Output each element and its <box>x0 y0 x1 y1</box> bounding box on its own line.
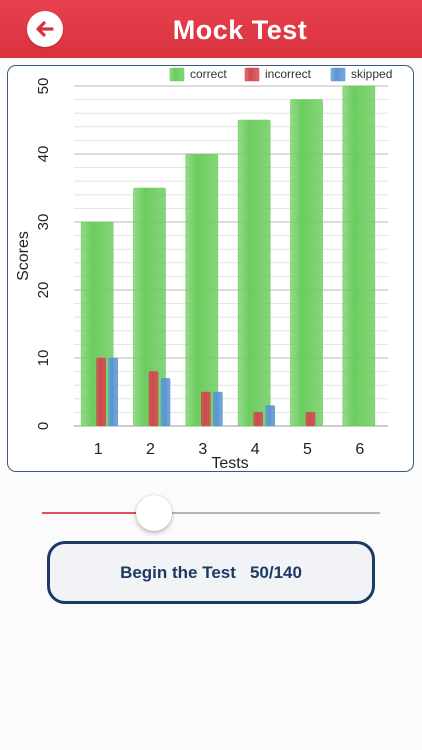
x-tick-label: 2 <box>146 441 155 458</box>
y-tick-label: 10 <box>35 350 52 367</box>
x-tick-label: 1 <box>94 441 103 458</box>
x-tick-label: 6 <box>355 441 364 458</box>
header-bar: Mock Test <box>0 0 422 58</box>
bar-incorrect <box>96 357 106 427</box>
y-tick-label: 50 <box>35 78 52 95</box>
back-arrow-icon <box>36 21 54 37</box>
legend-label-incorrect: incorrect <box>265 67 312 81</box>
bar-correct <box>342 85 376 427</box>
bar-skipped <box>160 378 171 427</box>
slider-track[interactable] <box>42 512 380 514</box>
test-slider[interactable] <box>42 492 380 536</box>
slider-thumb[interactable] <box>135 495 172 531</box>
y-tick-label: 30 <box>35 214 52 231</box>
chart-canvas: 0 10 20 30 40 50 Scores 1 2 3 4 5 6 Tests correct incor… <box>15 67 392 470</box>
bar-incorrect <box>305 412 316 427</box>
test-count: 50/140 <box>249 562 302 582</box>
score-chart: 0 10 20 30 40 50 Scores 1 2 3 4 5 6 Tests correct incor… <box>7 65 414 472</box>
y-axis-label: Scores <box>15 231 32 281</box>
begin-test-label: Begin the Test <box>120 562 236 582</box>
y-tick-label: 0 <box>35 422 52 430</box>
bar-correct <box>290 99 323 427</box>
slider-track-fill <box>42 512 154 514</box>
bar-correct <box>237 119 271 427</box>
back-button[interactable] <box>27 11 63 47</box>
bar-incorrect <box>148 371 159 427</box>
y-tick-label: 40 <box>35 146 52 163</box>
legend-label-correct: correct <box>190 67 227 81</box>
begin-test-button[interactable]: Begin the Test 50/140 <box>47 541 375 604</box>
y-tick-label: 20 <box>35 282 52 299</box>
bar-incorrect <box>253 412 263 427</box>
x-tick-label: 4 <box>251 441 260 458</box>
bar-correct <box>185 153 219 427</box>
x-axis-label: Tests <box>211 455 248 470</box>
bar-skipped <box>213 391 223 427</box>
page-title: Mock Test <box>172 15 308 45</box>
x-tick-label: 3 <box>198 441 207 458</box>
bar-skipped <box>265 405 275 427</box>
legend-swatch-skipped <box>330 67 346 82</box>
legend-swatch-correct <box>169 67 185 82</box>
legend-swatch-incorrect <box>244 67 260 82</box>
bar-skipped <box>108 357 118 427</box>
legend-label-skipped: skipped <box>351 67 392 81</box>
x-tick-label: 5 <box>303 441 312 458</box>
bar-incorrect <box>201 391 211 427</box>
